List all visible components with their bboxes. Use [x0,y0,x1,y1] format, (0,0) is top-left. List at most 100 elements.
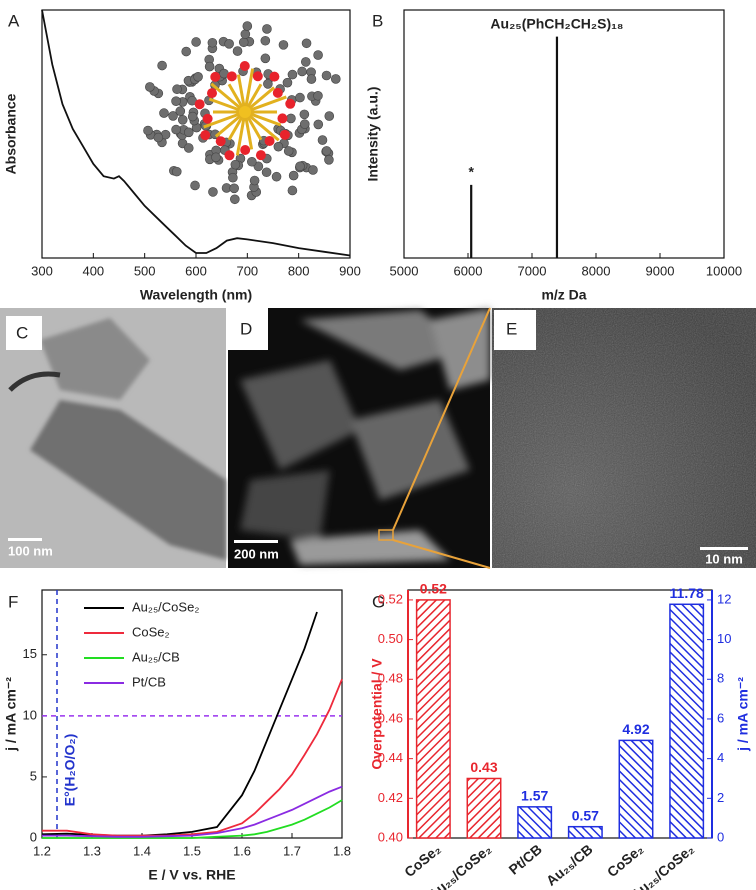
panel-letter: A [8,11,20,30]
atom [295,92,305,103]
y-tick-label: 15 [23,646,37,661]
data-line [42,678,343,837]
atom [184,127,194,138]
atom [313,119,324,130]
y2-tick-label: 10 [717,631,731,646]
scale-bar-label: 100 nm [8,543,53,558]
atom [247,156,257,167]
atom [301,38,312,49]
atom [224,39,234,49]
y-tick-label: 0.40 [378,829,403,844]
y2-tick-label: 12 [717,591,731,606]
atom [321,70,332,81]
y-tick-label: 0.46 [378,710,403,725]
bond [210,82,246,114]
atom [278,40,289,50]
atom [273,141,284,152]
sheet-edge [8,371,61,392]
data-line [41,9,351,257]
atom [204,61,215,72]
bond [208,97,246,114]
x-axis-title: m/z Da [541,287,586,303]
bar [466,777,502,839]
bar [618,739,654,839]
x-tick-label: 1.7 [283,843,301,858]
x-tick-label: 8000 [582,263,611,278]
peak-label: * [468,164,474,180]
plot-frame [407,589,713,839]
inset-molecule [143,21,341,205]
bar-value-label: 1.57 [521,788,548,804]
x-tick-label: 900 [339,263,361,278]
panel-letter: C [16,323,28,342]
atom [172,84,182,95]
atom [171,124,181,135]
zoom-box [378,529,394,541]
atom [238,37,249,48]
atom [300,57,311,67]
atom [145,82,155,92]
image-panel-d: D 200 nm [228,307,491,569]
atom [264,135,275,146]
bond [244,110,282,127]
scale-bar [234,540,278,543]
atom [230,159,241,170]
legend-label: CoSe₂ [132,624,170,639]
atom [242,21,253,31]
bar [415,599,451,839]
x-tick-label: CoSe₂ [604,841,646,880]
x-tick-label: 5000 [390,263,419,278]
atom [271,171,282,182]
atom [297,66,307,77]
atom [287,69,298,80]
y2-tick-label: 2 [717,790,724,805]
y2-tick-label: 8 [717,671,724,686]
atom [183,143,194,153]
bond [235,111,247,156]
atom [321,146,332,156]
atom [239,61,250,72]
atom [282,77,293,88]
atom [240,29,251,39]
atom [171,166,182,177]
x-tick-label: 600 [185,263,207,278]
atom [175,106,186,116]
y-tick-label: 0.48 [378,671,403,686]
atom [168,111,178,121]
legend-label: Au₂₅/CoSe₂ [132,599,199,614]
data-line [42,799,343,839]
atom [230,194,240,205]
panel-letter: E [506,319,517,338]
y-tick-label: 5 [30,768,37,783]
atom [207,88,218,99]
y2-tick-label: 0 [717,829,724,844]
atom [143,125,153,136]
atom [295,161,305,172]
x-tick-label: Au₂₅/CB [543,841,596,889]
atom [159,108,169,118]
atom [260,35,271,46]
atom [181,46,192,57]
atom [324,154,334,165]
atom [200,130,211,141]
bar-value-label: 0.43 [470,759,497,775]
atom [193,71,203,82]
bar [517,806,553,839]
x-tick-label: 500 [134,263,156,278]
atom [187,111,198,122]
y-tick-label: 0.50 [378,631,403,646]
x-tick-label: 1.5 [183,843,201,858]
atom [239,106,251,118]
atom [324,111,335,121]
atom [249,175,260,186]
bar-value-label: 0.52 [420,581,447,597]
atom [255,150,266,161]
sheet [40,318,150,400]
x-tick-label: 6000 [454,263,483,278]
atom [211,152,221,163]
plot-frame [403,9,725,259]
atom [171,96,181,106]
x-tick-label: 700 [236,263,258,278]
